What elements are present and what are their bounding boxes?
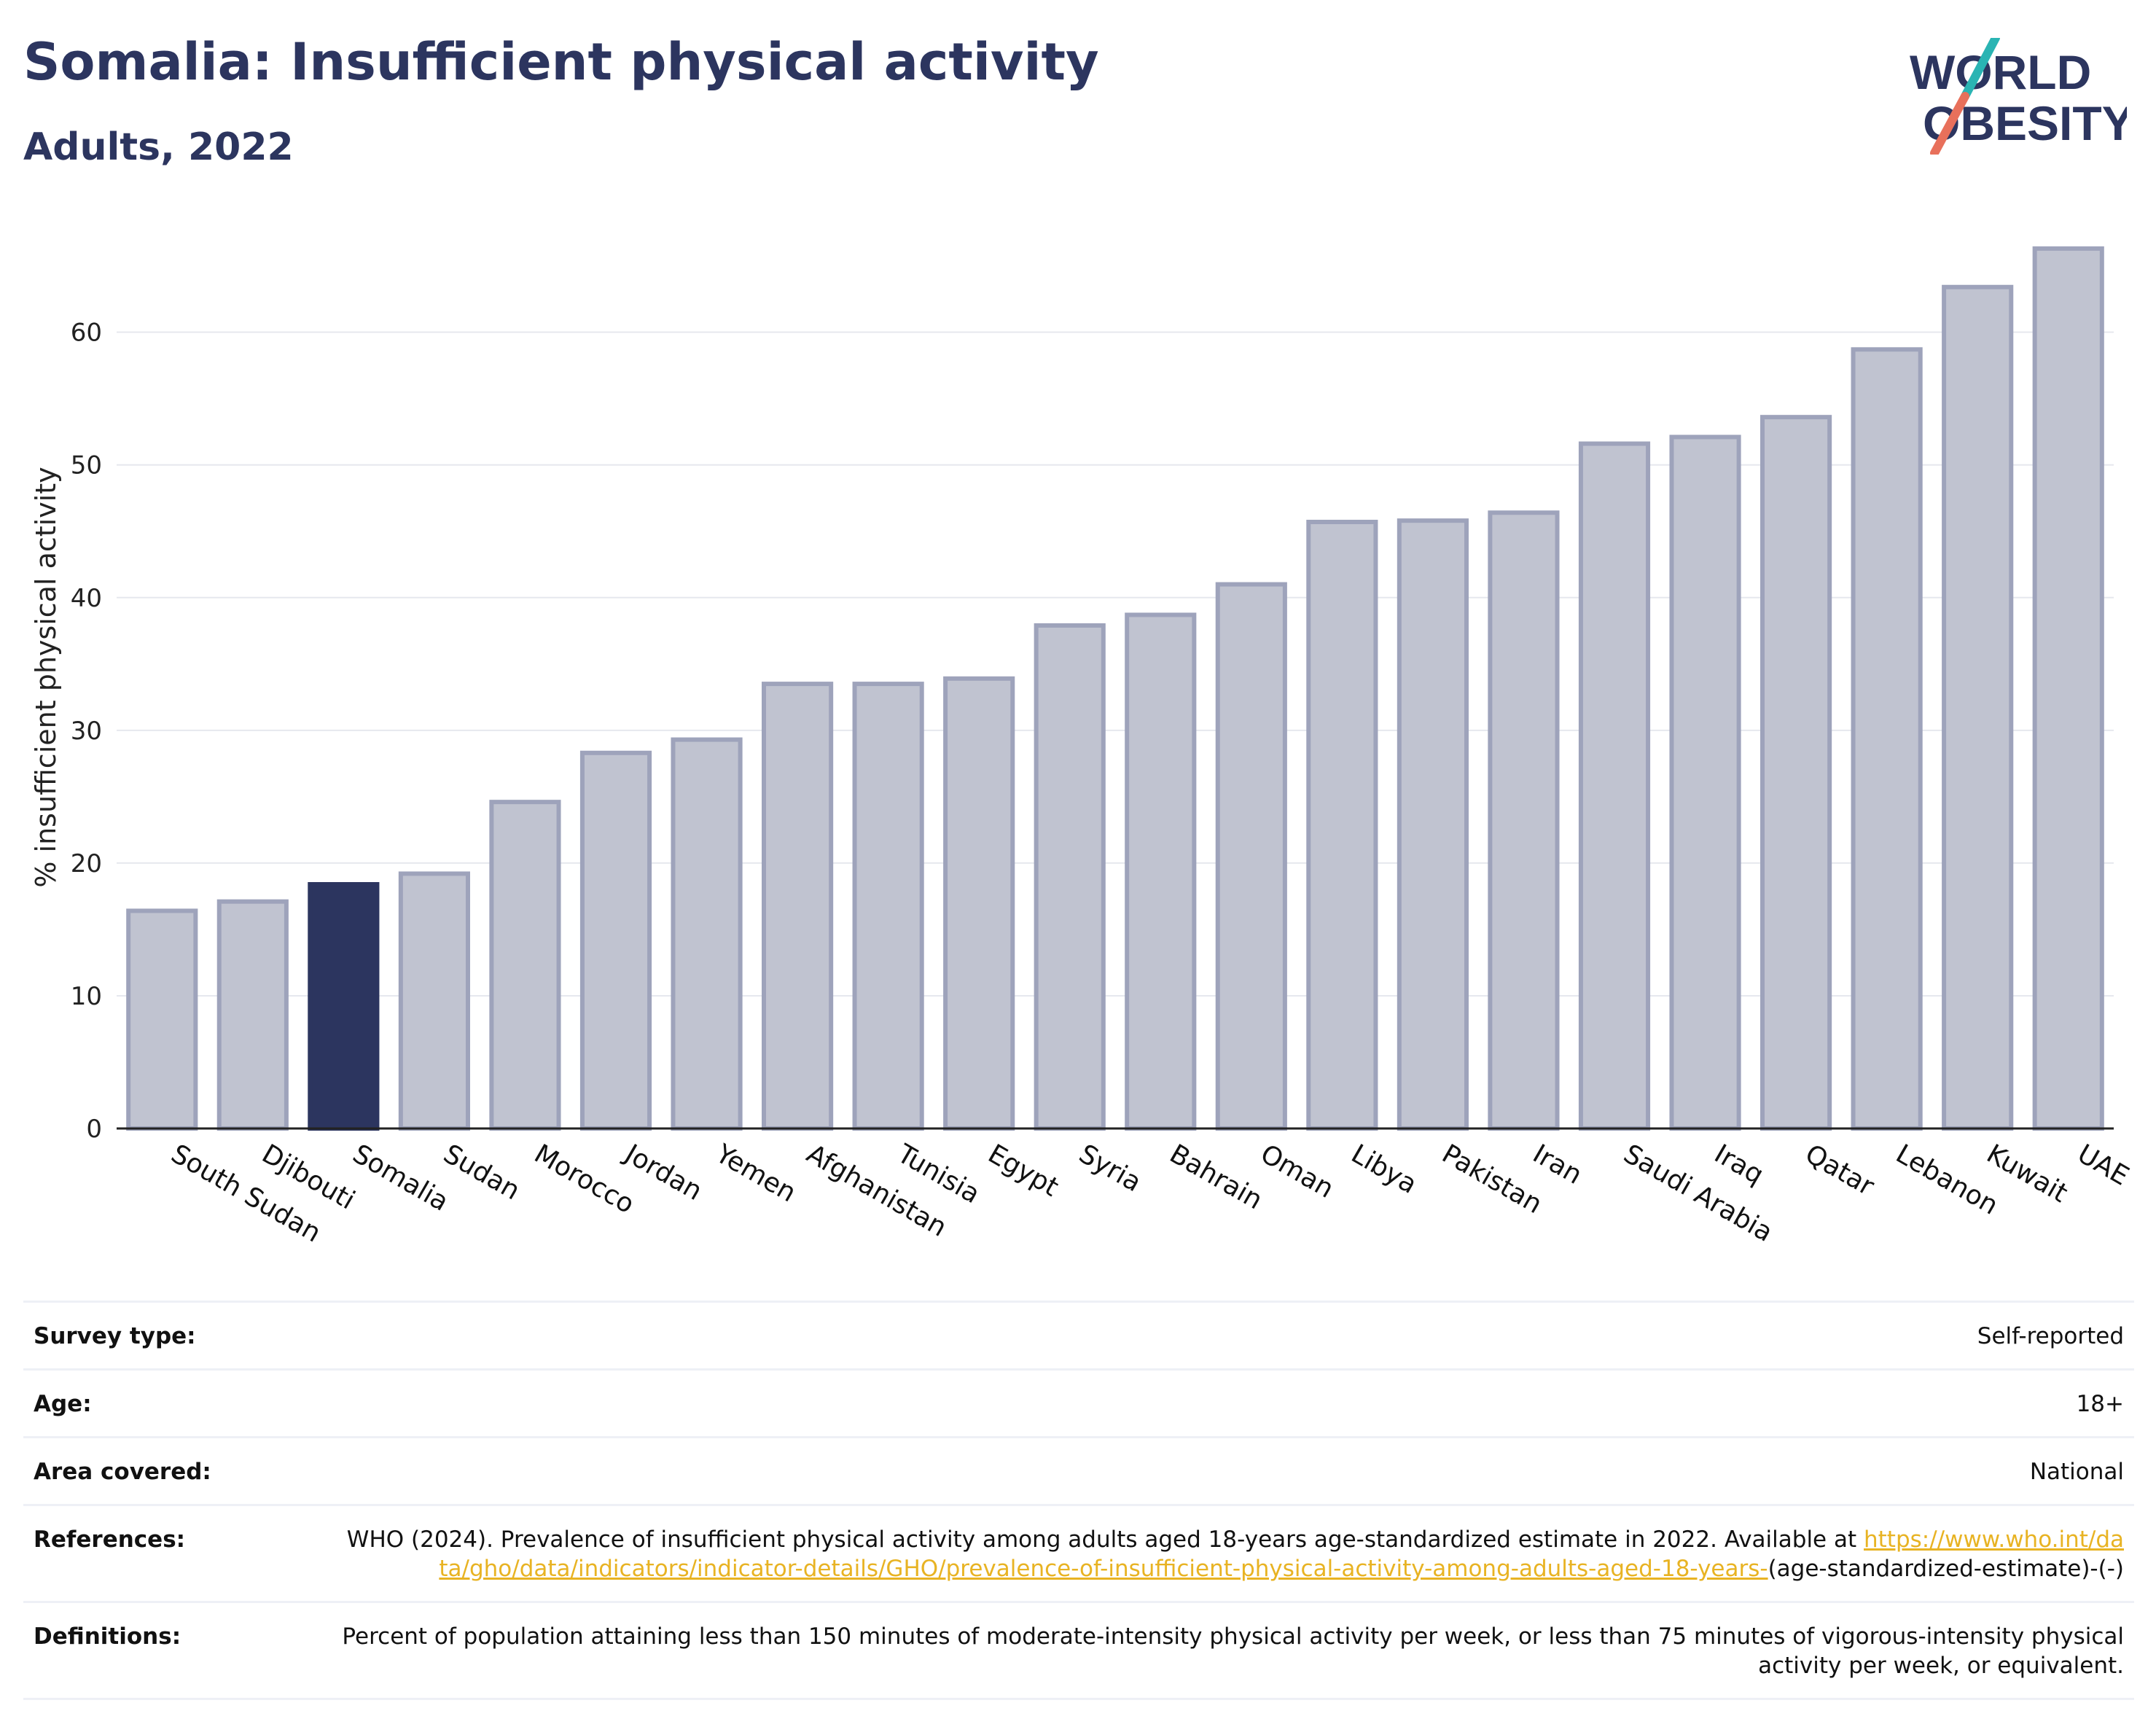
- x-tick-label: South Sudan: [166, 1139, 326, 1248]
- bar: [762, 682, 834, 1131]
- bar: [1942, 284, 2014, 1131]
- x-tick-label: UAE: [2072, 1139, 2133, 1191]
- bar: [216, 899, 289, 1131]
- info-row-references: References: WHO (2024). Prevalence of in…: [23, 1504, 2134, 1601]
- bar: [1851, 347, 1923, 1131]
- reference-suffix: (age-standardized-estimate)-(-): [1768, 1556, 2124, 1582]
- bar: [489, 800, 561, 1131]
- x-tick-label: Bahrain: [1165, 1139, 1268, 1215]
- y-tick-label: 40: [71, 584, 102, 613]
- y-tick-label: 30: [71, 717, 102, 746]
- y-tick-label: 10: [71, 982, 102, 1011]
- y-axis-label: % insufficient physical activity: [30, 467, 62, 887]
- x-tick-label: Somalia: [348, 1139, 453, 1217]
- page-subtitle: Adults, 2022: [23, 125, 294, 169]
- y-tick-label: 60: [71, 319, 102, 348]
- info-key: Survey type:: [34, 1323, 196, 1349]
- info-value: Percent of population attaining less tha…: [342, 1623, 2124, 1679]
- bar: [671, 737, 743, 1131]
- bar: [1397, 518, 1469, 1131]
- bar: [943, 676, 1015, 1131]
- x-tick-label: Iraq: [1709, 1139, 1768, 1190]
- x-tick-label: Lebanon: [1891, 1139, 2003, 1221]
- bar: [1578, 441, 1651, 1131]
- info-key: Definitions:: [34, 1623, 181, 1650]
- page-title: Somalia: Insufficient physical activity: [23, 32, 1099, 92]
- info-row-area: Area covered: National: [23, 1436, 2134, 1504]
- x-tick-label: Qatar: [1800, 1139, 1879, 1201]
- logo-slash-top: [1961, 38, 2000, 101]
- reference-link[interactable]: https://www.who.int/data/gho/data/indica…: [439, 1527, 2124, 1582]
- y-tick-label: 20: [71, 849, 102, 878]
- info-value: Self-reported: [1977, 1323, 2124, 1349]
- x-tick-label: Sudan: [438, 1139, 525, 1206]
- reference-text: WHO (2024). Prevalence of insufficient p…: [346, 1527, 1857, 1553]
- bar-chart: 0 10 20 30 40 50 60 % insufficient physical act…: [30, 246, 2134, 1249]
- info-row-definitions: Definitions: Percent of population attai…: [23, 1601, 2134, 1700]
- x-tick-label: Morocco: [529, 1139, 639, 1220]
- bar: [1215, 582, 1287, 1131]
- bar: [398, 871, 470, 1131]
- x-tick-label: Libya: [1346, 1139, 1422, 1200]
- x-tick-label: Egypt: [983, 1139, 1063, 1202]
- bar: [1125, 612, 1197, 1131]
- info-row-age: Age: 18+: [23, 1368, 2134, 1436]
- world-obesity-logo: WORLD OBESITY: [1910, 38, 2127, 155]
- x-tick-label: Iran: [1528, 1139, 1587, 1190]
- info-table: Survey type: Self-reported Age: 18+ Area…: [23, 1301, 2134, 1700]
- info-key: References:: [34, 1527, 186, 1553]
- bar: [579, 750, 652, 1131]
- x-tick-label: Yemen: [710, 1139, 801, 1209]
- info-row-survey-type: Survey type: Self-reported: [23, 1301, 2134, 1368]
- info-value: National: [2029, 1459, 2124, 1485]
- bar: [1034, 623, 1106, 1131]
- logo-slash-bottom: [1930, 92, 1969, 155]
- bar: [1669, 434, 1741, 1131]
- y-tick-label: 0: [86, 1115, 102, 1144]
- bar: [308, 882, 380, 1131]
- y-tick-label: 50: [71, 451, 102, 480]
- bar: [852, 682, 924, 1131]
- bar: [126, 908, 198, 1131]
- bar: [1306, 519, 1378, 1131]
- bar: [2032, 246, 2104, 1131]
- info-key: Age:: [34, 1391, 92, 1417]
- bar: [1488, 510, 1560, 1131]
- x-tick-label: Oman: [1255, 1139, 1338, 1204]
- info-value: 18+: [2076, 1391, 2124, 1417]
- logo-line1: WORLD: [1910, 45, 2091, 99]
- info-key: Area covered:: [34, 1459, 211, 1485]
- x-tick-label: Syria: [1074, 1139, 1146, 1198]
- x-tick-label: Pakistan: [1437, 1139, 1547, 1220]
- info-value: WHO (2024). Prevalence of insufficient p…: [340, 1525, 2124, 1583]
- bar: [1760, 415, 1832, 1131]
